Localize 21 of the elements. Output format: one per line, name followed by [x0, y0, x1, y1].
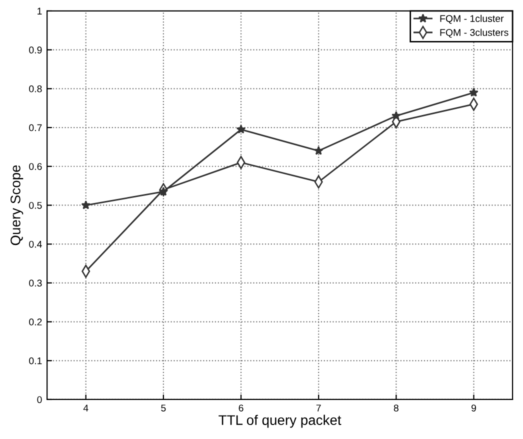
y-tick-label: 0.2 [29, 318, 42, 326]
y-tick-label: 1 [38, 8, 42, 14]
y-tick-label: 0 [37, 396, 42, 404]
x-tick-label: 4 [83, 404, 88, 412]
y-tick-label: 0.7 [29, 124, 42, 132]
legend-label: FQM - 3clusters [440, 28, 508, 38]
y-tick-label: 0.8 [29, 85, 42, 92]
legend-label: FQM - 1cluster [440, 14, 504, 24]
y-tick-label: 0.3 [29, 280, 42, 287]
y-tick-label: 0.4 [29, 240, 42, 248]
x-axis-title: TTL of query packet [218, 414, 342, 428]
x-tick-label: 6 [238, 404, 244, 412]
y-axis-title: Query Scope [10, 165, 24, 246]
x-tick-label: 8 [394, 404, 398, 412]
y-tick-label: 0.1 [29, 357, 42, 364]
y-tick-label: 0.6 [29, 163, 42, 170]
x-tick-label: 5 [161, 404, 166, 412]
y-tick-label: 0.5 [29, 202, 42, 209]
x-tick-label: 9 [472, 404, 476, 412]
x-tick-label: 7 [316, 404, 321, 412]
y-tick-label: 0.9 [29, 46, 42, 54]
